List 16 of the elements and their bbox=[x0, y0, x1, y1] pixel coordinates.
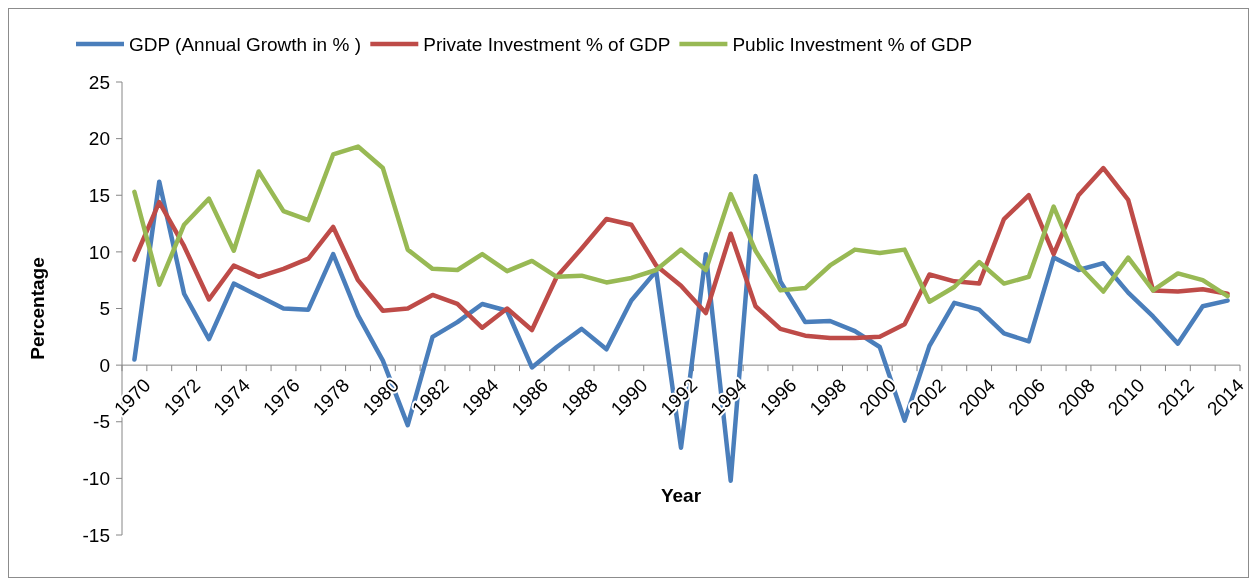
y-axis-title: Percentage bbox=[27, 257, 48, 360]
legend-label: Private Investment % of GDP bbox=[423, 33, 671, 55]
y-tick-label: 0 bbox=[99, 354, 110, 376]
legend-label: GDP (Annual Growth in % ) bbox=[129, 33, 361, 55]
y-tick-label: 15 bbox=[88, 184, 110, 206]
legend-label: Public Investment % of GDP bbox=[732, 33, 973, 55]
y-tick-label: 25 bbox=[88, 71, 110, 93]
y-tick-label: -5 bbox=[93, 411, 110, 433]
y-tick-label: 20 bbox=[88, 128, 110, 150]
line-series bbox=[132, 165, 1230, 341]
y-tick-label: -15 bbox=[82, 524, 110, 546]
x-axis-title: Year bbox=[660, 485, 702, 507]
line-series bbox=[132, 144, 1230, 304]
y-tick-label: 10 bbox=[88, 241, 110, 263]
y-tick-label: -10 bbox=[82, 468, 110, 490]
y-tick-label: 5 bbox=[99, 298, 110, 320]
